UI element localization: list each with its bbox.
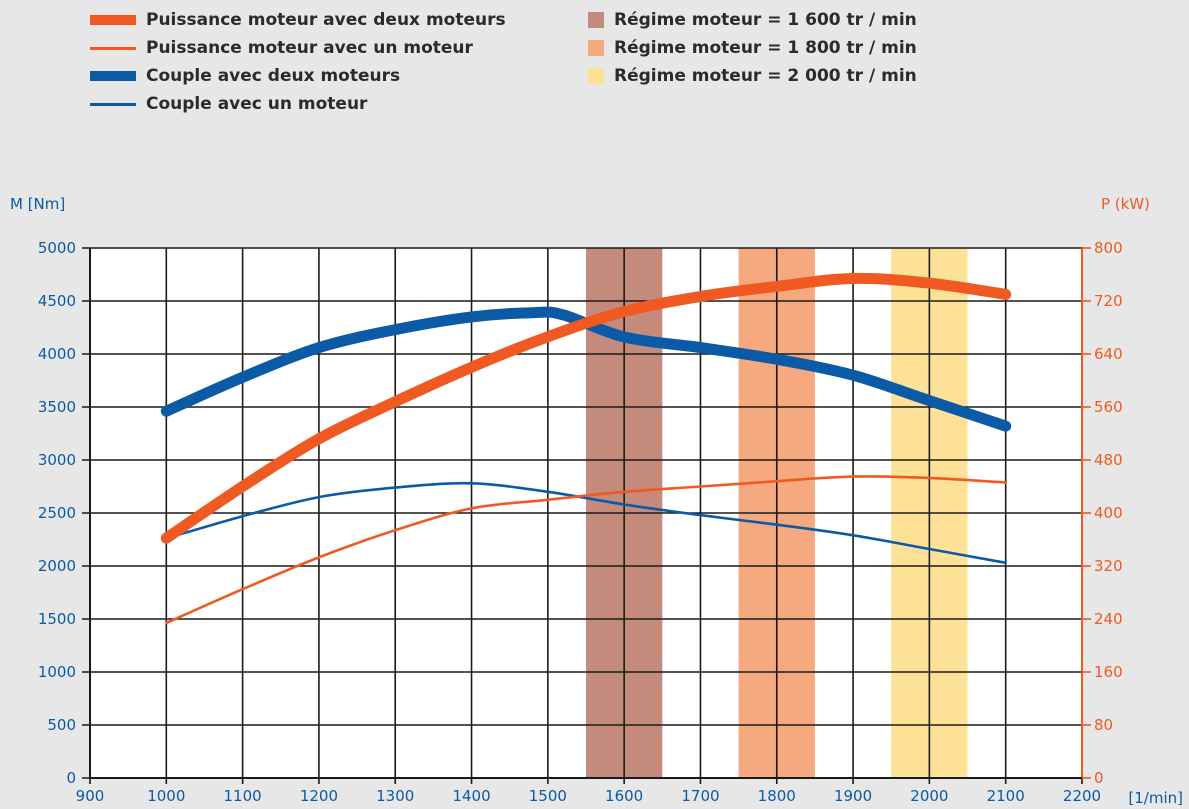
legend-line-icon (90, 46, 136, 50)
y-right-tick-label: 480 (1094, 451, 1123, 469)
legend-line-icon (90, 71, 136, 81)
y-left-tick-label: 1000 (38, 663, 76, 681)
y-left-tick-label: 2500 (38, 504, 76, 522)
x-tick-label: 2000 (910, 787, 948, 805)
legend-item-torque-two-engines: Couple avec deux moteurs (90, 66, 400, 86)
legend-item-torque-one-engine: Couple avec un moteur (90, 94, 367, 114)
legend-label: Régime moteur = 1 600 tr / min (614, 10, 917, 30)
y-right-tick-label: 0 (1094, 769, 1104, 787)
y-left-tick-label: 500 (47, 716, 76, 734)
series-layer (160, 272, 1012, 625)
x-tick-label: 1000 (147, 787, 185, 805)
y-right-tick-label: 160 (1094, 663, 1123, 681)
x-tick-label: 1900 (834, 787, 872, 805)
y-right-tick-label: 800 (1094, 239, 1123, 257)
legend-label: Couple avec un moteur (146, 94, 368, 114)
y-right-tick-label: 240 (1094, 610, 1123, 628)
x-tick-label: 900 (76, 787, 105, 805)
x-tick-label: 1400 (452, 787, 490, 805)
y-right-axis-title: P (kW) (1101, 195, 1150, 213)
legend-label: Puissance moteur avec un moteur (146, 38, 473, 58)
legend-item-band-1600: Régime moteur = 1 600 tr / min (588, 10, 917, 30)
y-right-tick-label: 560 (1094, 398, 1123, 416)
legend: Puissance moteur avec deux moteurs Puiss… (0, 0, 1189, 130)
x-tick-label: 1800 (758, 787, 796, 805)
y-left-axis-title: M [Nm] (10, 195, 65, 213)
series-line-1 (165, 475, 1007, 625)
legend-item-power-two-engines: Puissance moteur avec deux moteurs (90, 10, 506, 30)
legend-label: Couple avec deux moteurs (146, 66, 401, 86)
x-tick-label: 1200 (300, 787, 338, 805)
legend-label: Régime moteur = 1 800 tr / min (614, 38, 917, 58)
legend-line-icon (90, 15, 136, 25)
x-tick-label: 2100 (987, 787, 1025, 805)
legend-label: Puissance moteur avec deux moteurs (146, 10, 506, 30)
x-tick-label: 1600 (605, 787, 643, 805)
y-right-tick-label: 640 (1094, 345, 1123, 363)
axes-layer: 900 1000 1100 1200 1300 1400 1500 1600 1700 1800 1… (38, 239, 1123, 805)
legend-item-band-2000: Régime moteur = 2 000 tr / min (588, 66, 917, 86)
y-right-tick-label: 80 (1094, 716, 1113, 734)
y-right-tick-label: 720 (1094, 292, 1123, 310)
y-right-tick-label: 320 (1094, 557, 1123, 575)
series-line-3 (165, 481, 1007, 565)
x-tick-label: 1700 (681, 787, 719, 805)
x-tick-label: 2200 (1063, 787, 1101, 805)
y-left-tick-label: 1500 (38, 610, 76, 628)
legend-label: Régime moteur = 2 000 tr / min (614, 66, 917, 86)
y-left-tick-label: 3500 (38, 398, 76, 416)
legend-item-band-1800: Régime moteur = 1 800 tr / min (588, 38, 917, 58)
legend-line-icon (90, 102, 136, 106)
x-tick-label: 1300 (376, 787, 414, 805)
x-tick-label: 1500 (529, 787, 567, 805)
y-right-tick-label: 400 (1094, 504, 1123, 522)
legend-swatch-icon (588, 12, 604, 28)
legend-item-power-one-engine: Puissance moteur avec un moteur (90, 38, 473, 58)
y-left-tick-label: 2000 (38, 557, 76, 575)
series-line-2 (160, 306, 1012, 432)
legend-swatch-icon (588, 68, 604, 84)
series-line-0 (160, 272, 1012, 544)
y-left-tick-label: 3000 (38, 451, 76, 469)
y-left-tick-label: 4000 (38, 345, 76, 363)
y-left-tick-label: 0 (66, 769, 76, 787)
x-axis-unit: [1/min] (1128, 789, 1183, 807)
y-left-tick-label: 5000 (38, 239, 76, 257)
legend-swatch-icon (588, 40, 604, 56)
x-tick-label: 1100 (224, 787, 262, 805)
y-left-tick-label: 4500 (38, 292, 76, 310)
